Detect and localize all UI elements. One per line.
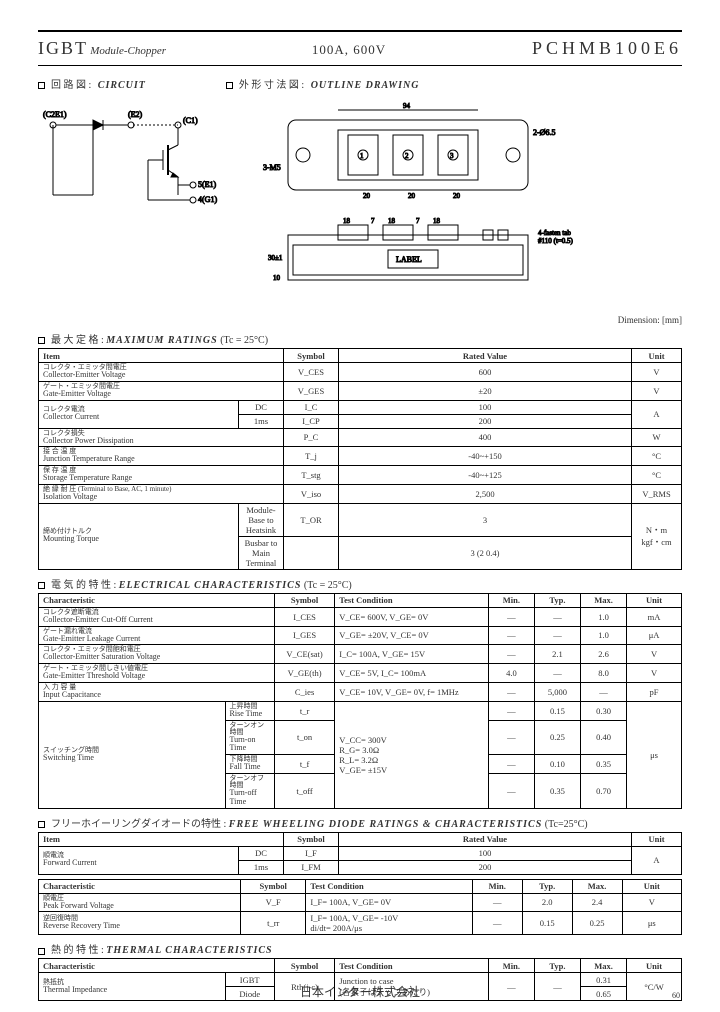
max-ratings-table: Item Symbol Rated Value Unit コレクタ・エミッタ間電…: [38, 348, 682, 570]
svg-text:30±1: 30±1: [268, 254, 283, 262]
svg-text:4-fasten tab: 4-fasten tab: [538, 229, 571, 237]
square-bullet-icon: [38, 337, 45, 344]
svg-text:20: 20: [453, 192, 461, 200]
header: IGBT Module-Chopper 100A, 600V PCHMB100E…: [38, 38, 682, 59]
svg-text:18: 18: [433, 217, 441, 225]
svg-text:1: 1: [360, 152, 364, 160]
rating: 100A, 600V: [312, 42, 386, 58]
svg-text:(E2): (E2): [128, 110, 143, 119]
svg-text:2: 2: [405, 152, 409, 160]
svg-text:10: 10: [273, 274, 281, 282]
part-number: PCHMB100E6: [532, 38, 682, 59]
drawings-row: (C2E1) (E2) (C1) 5(E1) 4(G1): [38, 95, 682, 305]
page-number: 60: [672, 991, 680, 1000]
fwd-ratings-table: Item Symbol Rated Value Unit 順電流Forward …: [38, 832, 682, 875]
thermal-title: 熱 的 特 性 : THERMAL CHARACTERISTICS: [38, 941, 682, 956]
square-bullet-icon: [38, 582, 45, 589]
igbt-text: IGBT: [38, 38, 88, 58]
svg-text:20: 20: [363, 192, 371, 200]
max-ratings-title: 最 大 定 格 : MAXIMUM RATINGS (Tc = 25°C): [38, 331, 682, 346]
svg-text:20: 20: [408, 192, 416, 200]
svg-text:(C1): (C1): [183, 116, 198, 125]
square-bullet-icon: [38, 821, 45, 828]
footer-company: 日本インター株式会社: [0, 983, 720, 1000]
subtitle: Module-Chopper: [90, 45, 166, 57]
svg-text:7: 7: [416, 217, 420, 225]
svg-text:18: 18: [343, 217, 351, 225]
fwd-title: フリーホイーリングダイオードの特性 : FREE WHEELING DIODE …: [38, 815, 682, 830]
svg-text:LABEL: LABEL: [396, 255, 422, 264]
elec-char-title: 電 気 的 特 性 : ELECTRICAL CHARACTERISTICS (…: [38, 576, 682, 591]
dimension-note: Dimension: [mm]: [38, 315, 682, 325]
drawing-headings: 回 路 図 : CIRCUIT 外 形 寸 法 図 : OUTLINE DRAW…: [38, 76, 682, 91]
svg-text:2-Ø6.5: 2-Ø6.5: [533, 128, 555, 137]
square-bullet-icon: [38, 948, 45, 955]
th-unit: Unit: [632, 349, 682, 363]
th-item: Item: [39, 349, 284, 363]
square-bullet-icon: [226, 82, 233, 89]
outline-drawing: 1 2 3 2-Ø6.5 3-M5 94 20 20 20 LABEL 4-fast…: [238, 95, 682, 305]
square-bullet-icon: [38, 82, 45, 89]
svg-text:3-M5: 3-M5: [263, 163, 281, 172]
svg-text:94: 94: [403, 102, 411, 110]
circuit-diagram: (C2E1) (E2) (C1) 5(E1) 4(G1): [38, 95, 218, 305]
fwd-char-table: Characteristic Symbol Test Condition Min…: [38, 879, 682, 936]
svg-text:(C2E1): (C2E1): [43, 110, 67, 119]
svg-text:5(E1): 5(E1): [198, 180, 217, 189]
svg-text:18: 18: [388, 217, 396, 225]
th-symbol: Symbol: [284, 349, 339, 363]
bottom-rule: [38, 65, 682, 66]
svg-text:3: 3: [450, 152, 454, 160]
svg-text:4(G1): 4(G1): [198, 195, 217, 204]
top-rule: [38, 30, 682, 32]
elec-char-table: Characteristic Symbol Test Condition Min…: [38, 593, 682, 809]
th-characteristic: Characteristic: [39, 593, 275, 607]
svg-text:7: 7: [371, 217, 375, 225]
title-left: IGBT Module-Chopper: [38, 38, 166, 59]
svg-text:#110 (t=0.5): #110 (t=0.5): [538, 237, 573, 245]
th-rated-value: Rated Value: [339, 349, 632, 363]
